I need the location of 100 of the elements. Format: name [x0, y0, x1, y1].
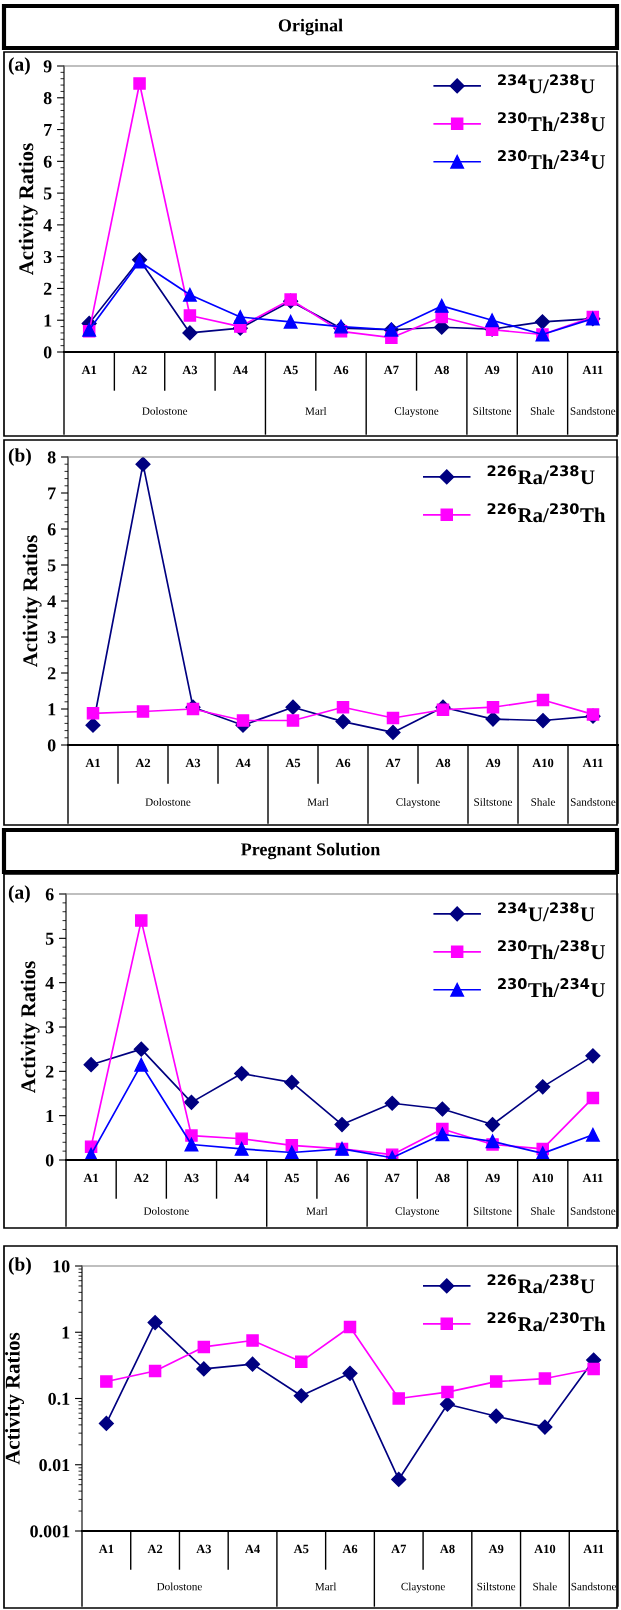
text: Claystone: [401, 1582, 445, 1593]
x-tick-label: A3: [183, 1173, 199, 1183]
x-tick-label: A3: [182, 365, 198, 375]
x-tick-label: A11: [582, 1173, 603, 1183]
y-axis-title: Activity Ratios: [18, 143, 38, 276]
y-tick-label: 3: [45, 1021, 54, 1034]
text: Siltstone: [474, 797, 513, 806]
text: Dolostone: [156, 1582, 202, 1591]
x-tick-label: A9: [488, 1544, 504, 1554]
x-tick-label: A5: [284, 1173, 299, 1183]
y-tick-label: 0: [45, 1154, 54, 1167]
x-tick-label: A4: [234, 1173, 250, 1183]
y-tick-label: 1: [44, 314, 52, 327]
y-tick-label: 0.1: [48, 1392, 70, 1406]
text: Shale: [531, 797, 555, 806]
y-tick-label: 4: [43, 219, 52, 232]
text: Shale: [533, 1582, 557, 1591]
x-tick-label: A2: [132, 365, 147, 375]
x-tick-label: A10: [534, 1544, 556, 1554]
x-tick-label: A4: [235, 758, 251, 768]
legend-label: $^{230}$Th/$^{234}$U: [498, 150, 605, 170]
y-tick-label: 0: [47, 739, 56, 752]
y-tick-label: 1: [48, 703, 56, 716]
x-tick-label: A2: [133, 1173, 149, 1183]
y-tick-label: 10: [53, 1260, 70, 1273]
y-tick-label: 6: [43, 155, 52, 168]
y-tick-label: 7: [44, 124, 52, 136]
x-tick-label: A8: [435, 758, 451, 768]
x-tick-label: A4: [232, 365, 248, 375]
chart-title: Original: [278, 18, 343, 36]
legend-label: $^{230}$Th/$^{234}$U: [498, 978, 605, 998]
y-tick-label: 4: [47, 595, 56, 608]
legend-label: $^{226}$Ra/$^{238}$U: [487, 1274, 595, 1294]
x-tick-label: A8: [434, 1173, 450, 1183]
chart-subtitle: (b): [8, 448, 31, 466]
text: Siltstone: [473, 406, 512, 415]
text: Dolostone: [145, 797, 191, 806]
text: Marl: [315, 1582, 337, 1591]
x-tick-label: A5: [293, 1544, 309, 1554]
text: Sandstone: [570, 406, 616, 415]
x-tick-label: A10: [532, 1173, 554, 1183]
text: Dolostone: [142, 406, 188, 415]
x-tick-label: A6: [334, 1173, 350, 1183]
legend-label: $^{234}$U/$^{238}$U: [498, 902, 595, 922]
y-tick-label: 1: [46, 1110, 54, 1122]
chart-subtitle: (a): [8, 57, 30, 75]
text: Shale: [530, 406, 555, 415]
x-tick-label: A1: [85, 758, 100, 768]
x-tick-label: A1: [98, 1544, 114, 1554]
text: Marl: [305, 406, 327, 415]
y-tick-label: 2: [45, 1065, 54, 1078]
text: Claystone: [395, 1206, 440, 1218]
y-axis-title: Activity Ratios: [22, 535, 42, 668]
x-tick-label: A4: [245, 1544, 260, 1554]
text: Siltstone: [477, 1582, 516, 1591]
x-tick-label: A7: [384, 1173, 400, 1183]
x-tick-label: A7: [391, 1544, 407, 1554]
y-tick-label: 9: [43, 60, 52, 73]
text: Sandstone: [570, 797, 616, 806]
x-tick-label: A3: [185, 758, 201, 768]
text: Dolostone: [143, 1206, 189, 1215]
y-tick-label: 6: [45, 888, 54, 901]
y-tick-label: 5: [47, 559, 56, 572]
x-tick-label: A10: [532, 758, 554, 768]
legend-label: $^{226}$Ra/$^{238}$U: [487, 465, 595, 485]
y-tick-label: 7: [48, 487, 56, 500]
x-tick-label: A8: [439, 1544, 455, 1554]
x-tick-label: A10: [531, 365, 553, 375]
x-tick-label: A9: [484, 365, 500, 375]
text: Marl: [307, 797, 329, 806]
legend-label: $^{230}$Th/$^{238}$U: [498, 112, 605, 132]
chart-subtitle: (a): [8, 885, 30, 903]
x-tick-label: A7: [383, 365, 399, 375]
text: Claystone: [394, 406, 439, 418]
chart-subtitle: (b): [8, 1257, 31, 1275]
y-tick-label: 1: [62, 1326, 70, 1339]
x-tick-label: A5: [285, 758, 301, 768]
chart-title: Pregnant Solution: [240, 842, 381, 860]
y-tick-label: 5: [45, 932, 54, 945]
legend-label: $^{226}$Ra/$^{230}$Th: [487, 503, 606, 523]
x-tick-label: A6: [342, 1544, 358, 1554]
x-tick-label: A9: [485, 758, 501, 768]
legend-label: $^{234}$U/$^{238}$U: [498, 74, 595, 94]
x-tick-label: A11: [582, 365, 603, 375]
y-axis-title: Activity Ratios: [20, 961, 40, 1094]
y-tick-label: 0: [43, 346, 52, 359]
x-tick-label: A2: [135, 758, 151, 768]
x-tick-label: A3: [196, 1544, 212, 1554]
y-tick-label: 8: [47, 451, 56, 464]
x-tick-label: A1: [83, 1173, 99, 1183]
x-tick-label: A6: [335, 758, 351, 768]
y-tick-label: 3: [43, 250, 52, 264]
text: Marl: [306, 1206, 328, 1215]
text: Sandstone: [571, 1582, 617, 1591]
x-tick-label: A7: [385, 758, 401, 768]
y-tick-label: 8: [43, 92, 52, 105]
legend-label: $^{226}$Ra/$^{230}$Th: [487, 1312, 606, 1332]
x-tick-label: A8: [434, 365, 449, 375]
x-tick-label: A9: [485, 1173, 500, 1183]
text: Sandstone: [570, 1206, 616, 1215]
